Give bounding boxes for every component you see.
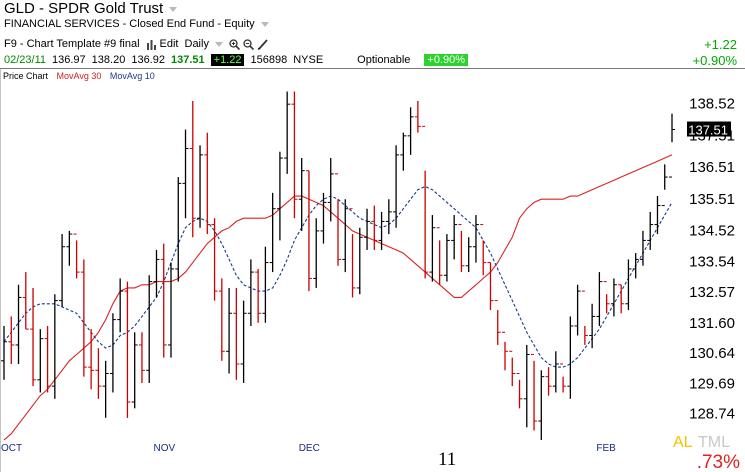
quote-date: 02/23/11: [4, 54, 47, 66]
pencil-icon[interactable]: [257, 38, 268, 50]
x-tick-label: FEB: [596, 443, 616, 454]
quote-exchange: NYSE: [293, 54, 324, 66]
legend-price-chart: Price Chart: [3, 71, 49, 81]
ma10-line: [3, 185, 673, 368]
sector-line: FINANCIAL SERVICES - Closed End Fund - E…: [4, 18, 269, 30]
watermark-tml: TML: [698, 434, 730, 451]
quote-volume: 156898: [250, 54, 288, 66]
y-tick-label: 136.51: [689, 159, 735, 176]
quote-high: 138.20: [91, 54, 126, 66]
y-tick-label: 128.74: [689, 405, 735, 422]
ma30-line: [3, 154, 673, 441]
symbol-title-text: GLD - SPDR Gold Trust: [4, 0, 164, 17]
quote-line: 02/23/11 136.97 138.20 136.92 137.51 +1.…: [4, 53, 474, 67]
change-badge: +1.22: [210, 54, 245, 66]
symbol-dropdown-icon[interactable]: [169, 6, 178, 12]
quote-low: 136.92: [131, 54, 165, 66]
year-label: 11: [438, 449, 456, 470]
y-tick-label: 138.52: [689, 96, 735, 113]
optionable-label: Optionable: [357, 54, 411, 66]
right-pct-change: +0.90%: [692, 53, 737, 68]
y-tick-label: 132.57: [689, 284, 735, 301]
template-selector[interactable]: F9 - Chart Template #9 final: [4, 38, 140, 50]
x-tick-label: DEC: [299, 443, 320, 454]
quote-open: 136.97: [52, 54, 86, 66]
quote-close: 137.51: [170, 54, 205, 66]
last-price-box: [687, 121, 731, 137]
y-tick-label: 135.51: [689, 191, 735, 208]
legend-ma10: MovAvg 10: [109, 71, 155, 81]
period-dropdown-icon[interactable]: [214, 41, 223, 47]
header-divider: [0, 68, 745, 69]
sector-text: FINANCIAL SERVICES - Closed End Fund - E…: [4, 18, 255, 30]
x-tick-label: NOV: [153, 443, 175, 454]
x-tick-label: OCT: [1, 443, 22, 454]
y-tick-label: 133.54: [689, 253, 735, 270]
period-selector[interactable]: Daily: [184, 38, 209, 50]
toolbar: F9 - Chart Template #9 final Edit Daily: [4, 36, 271, 52]
y-tick-label: 134.52: [689, 222, 735, 239]
y-tick-label: 131.60: [689, 315, 735, 332]
symbol-title: GLD - SPDR Gold Trust: [4, 0, 178, 17]
pct-change-badge: +0.90%: [424, 54, 469, 66]
edit-button[interactable]: Edit: [159, 38, 179, 50]
sector-dropdown-icon[interactable]: [260, 21, 269, 27]
quote-header: GLD - SPDR Gold Trust FINANCIAL SERVICES…: [0, 0, 745, 70]
bar-chart-icon[interactable]: [146, 39, 157, 50]
watermark-pct: .73%: [697, 452, 740, 472]
y-tick-label: 130.64: [689, 345, 735, 362]
chart-legend: Price Chart MovAvg 30 MovAvg 10: [3, 71, 161, 81]
price-chart[interactable]: 128.74 129.69 130.64 131.60 132.57 133.54 134.…: [0, 68, 745, 472]
legend-ma30: MovAvg 30: [56, 71, 102, 81]
y-tick-label: 129.69: [689, 375, 735, 392]
right-change: +1.22: [704, 37, 737, 52]
zoom-out-icon[interactable]: [243, 38, 254, 50]
zoom-in-icon[interactable]: [229, 38, 240, 50]
watermark-letters: AL: [673, 434, 693, 451]
last-price-label: 137.51: [688, 123, 728, 138]
